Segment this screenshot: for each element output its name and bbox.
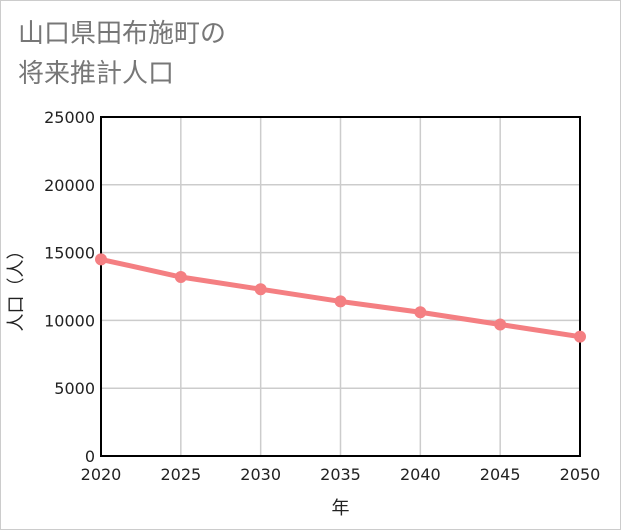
data-point[interactable] (254, 283, 267, 296)
y-tick-label: 10000 (44, 311, 95, 330)
x-tick-label: 2020 (81, 465, 122, 484)
series-population (95, 253, 586, 343)
gridlines (100, 116, 581, 457)
data-point[interactable] (414, 306, 427, 319)
chart-title-line-2: 将来推計人口 (18, 59, 175, 89)
x-tick-label: 2040 (400, 465, 441, 484)
y-tick-label: 25000 (44, 108, 95, 127)
x-axis-ticks: 2020 2025 2030 2035 2040 2045 2050 (81, 465, 601, 484)
data-point[interactable] (174, 271, 187, 284)
data-point[interactable] (334, 295, 347, 308)
x-tick-label: 2045 (480, 465, 521, 484)
plot-area (100, 116, 581, 457)
chart-title: 山口県田布施町の 将来推計人口 (18, 14, 226, 94)
y-axis-label: 人口（人） (6, 242, 27, 332)
x-tick-label: 2035 (320, 465, 361, 484)
data-point[interactable] (574, 330, 586, 343)
y-tick-label: 20000 (44, 176, 95, 195)
x-tick-label: 2025 (160, 465, 201, 484)
y-tick-label: 0 (85, 447, 95, 466)
y-tick-label: 15000 (44, 244, 95, 263)
y-axis-ticks: 0 5000 10000 15000 20000 25000 (44, 108, 95, 466)
y-tick-label: 5000 (54, 379, 95, 398)
x-tick-label: 2050 (560, 465, 601, 484)
x-axis-label: 年 (332, 498, 350, 519)
data-point[interactable] (95, 253, 107, 266)
data-point[interactable] (494, 318, 507, 331)
chart-title-line-1: 山口県田布施町の (18, 19, 227, 49)
x-tick-label: 2030 (240, 465, 281, 484)
